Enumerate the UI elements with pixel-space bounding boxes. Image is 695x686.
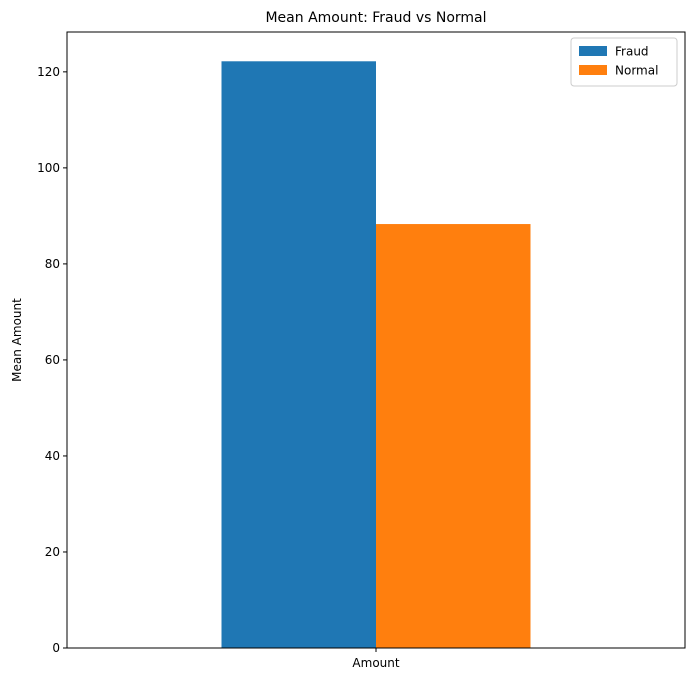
legend: Fraud Normal [570, 37, 678, 87]
y-tick-label: 80 [45, 257, 60, 271]
x-axis: Amount [352, 648, 400, 670]
chart-title: Mean Amount: Fraud vs Normal [265, 10, 486, 26]
legend-swatch-normal [579, 65, 607, 75]
y-tick-label: 20 [45, 545, 60, 559]
y-axis-title: Mean Amount [10, 298, 24, 382]
legend-label-normal: Normal [615, 64, 658, 78]
y-tick-label: 120 [37, 65, 60, 79]
y-axis: 0 20 40 60 80 100 120 [37, 65, 67, 655]
y-tick-label: 40 [45, 449, 60, 463]
y-tick-label: 60 [45, 353, 60, 367]
bar-normal [376, 224, 531, 649]
plot-frame [66, 31, 686, 649]
bars [221, 61, 531, 649]
legend-label-fraud: Fraud [615, 45, 649, 59]
y-tick-label: 100 [37, 161, 60, 175]
bar-fraud [221, 61, 376, 649]
x-tick-label: Amount [352, 656, 399, 670]
y-tick-label: 0 [52, 641, 60, 655]
legend-swatch-fraud [579, 46, 607, 56]
